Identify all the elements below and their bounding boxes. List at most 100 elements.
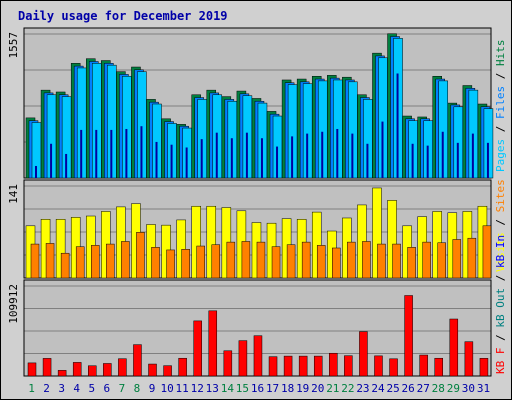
- bar-pages-inner-day-20: [321, 131, 324, 178]
- x-tick-label-day-25: 25: [386, 382, 399, 395]
- x-tick-label-day-20: 20: [311, 382, 324, 395]
- bar-visits-day-13: [206, 205, 217, 279]
- bar-kbytes-day-26: [404, 295, 413, 377]
- bar-sites-day-9: [151, 247, 160, 279]
- x-tick-label-day-26: 26: [402, 382, 415, 395]
- x-tick-label-day-21: 21: [326, 382, 339, 395]
- bar-kbytes-day-19: [298, 355, 308, 377]
- bar-sites-day-21: [332, 247, 341, 279]
- x-tick-label-day-29: 29: [447, 382, 460, 395]
- bar-pages-inner-day-1: [35, 165, 37, 178]
- bar-pages-inner-day-28: [441, 131, 444, 178]
- bar-sites-day-3: [60, 252, 70, 279]
- bar-kbytes-day-24: [374, 355, 383, 377]
- x-tick-label-day-9: 9: [149, 382, 156, 395]
- bar-pages-inner-day-7: [125, 128, 128, 178]
- x-tick-label-day-3: 3: [58, 382, 65, 395]
- x-tick-label-day-4: 4: [73, 382, 80, 395]
- bar-sites-day-2: [45, 243, 55, 279]
- bar-pages-inner-day-11: [185, 147, 188, 178]
- x-tick-label-day-19: 19: [296, 382, 309, 395]
- legend-bottom: KB F / kB Out / kB In: [494, 235, 507, 374]
- bar-sites-day-19: [301, 241, 311, 279]
- bar-kbytes-day-18: [283, 355, 293, 377]
- bar-sites-day-26: [407, 247, 416, 279]
- x-tick-label-day-24: 24: [371, 382, 385, 395]
- bar-sites-day-13: [211, 244, 221, 279]
- bar-pages-inner-day-13: [215, 132, 218, 178]
- bar-pages-inner-day-31: [486, 142, 489, 178]
- x-tick-label-day-7: 7: [119, 382, 126, 395]
- bar-visits-day-11: [176, 219, 186, 279]
- x-tick-label-day-27: 27: [417, 382, 430, 395]
- bar-pages-inner-day-23: [366, 143, 369, 178]
- bar-kbytes-day-20: [313, 355, 323, 377]
- bar-pages-inner-day-24: [381, 121, 384, 178]
- bar-kbytes-day-6: [103, 363, 112, 377]
- x-tick-label-day-31: 31: [477, 382, 490, 395]
- bar-pages-inner-day-16: [260, 138, 263, 178]
- bar-kbytes-day-13: [208, 310, 218, 377]
- chart-title: Daily usage for December 2019: [18, 9, 228, 23]
- bar-pages-inner-day-15: [245, 132, 248, 178]
- bar-kbytes-day-31: [479, 358, 489, 377]
- bar-kbytes-day-10: [163, 365, 172, 377]
- bar-sites-day-1: [30, 243, 40, 279]
- bar-kbytes-day-22: [344, 355, 353, 377]
- bar-kbytes-day-4: [72, 362, 82, 377]
- bar-sites-day-15: [241, 241, 251, 279]
- bar-visits-day-12: [191, 205, 201, 279]
- y-max-label-middle: 141: [7, 184, 20, 204]
- x-tick-label-day-22: 22: [341, 382, 354, 395]
- x-tick-label-day-14: 14: [221, 382, 235, 395]
- legend-middle: Visits / Sites: [494, 179, 507, 272]
- bar-sites-day-10: [166, 249, 175, 279]
- bar-pages-inner-day-27: [426, 145, 429, 178]
- bar-kbytes-day-15: [238, 340, 248, 377]
- x-tick-label-day-13: 13: [206, 382, 219, 395]
- x-tick-label-day-5: 5: [88, 382, 95, 395]
- x-tick-label-day-16: 16: [251, 382, 264, 395]
- x-tick-label-day-6: 6: [104, 382, 111, 395]
- bar-kbytes-day-27: [419, 354, 428, 377]
- bar-sites-day-25: [392, 243, 401, 279]
- bar-kbytes-day-14: [223, 350, 233, 377]
- bar-visits-day-24: [372, 187, 382, 279]
- bar-pages-inner-day-8: [140, 126, 143, 178]
- bar-visits-day-3: [55, 219, 66, 279]
- x-tick-label-day-1: 1: [28, 382, 35, 395]
- bar-pages-inner-day-12: [200, 139, 203, 178]
- x-tick-label-day-11: 11: [176, 382, 189, 395]
- bar-sites-day-28: [437, 242, 446, 279]
- bar-kbytes-day-5: [88, 365, 97, 377]
- bar-kbytes-day-16: [253, 335, 263, 377]
- bar-pages-inner-day-26: [411, 143, 414, 178]
- bar-pages-inner-day-3: [65, 153, 68, 178]
- bar-pages-inner-day-30: [471, 133, 474, 178]
- x-tick-label-day-2: 2: [43, 382, 50, 395]
- bar-pages-inner-day-17: [276, 146, 279, 178]
- bar-visits-day-25: [387, 200, 397, 279]
- bar-sites-day-20: [316, 245, 326, 279]
- bar-sites-day-6: [106, 243, 115, 279]
- x-tick-label-day-15: 15: [236, 382, 249, 395]
- bar-sites-day-23: [362, 241, 371, 279]
- bar-pages-inner-day-10: [170, 144, 173, 178]
- bar-kbytes-day-3: [57, 370, 67, 377]
- x-tick-label-day-28: 28: [432, 382, 445, 395]
- bar-pages-inner-day-22: [351, 133, 354, 178]
- bar-sites-day-14: [226, 241, 236, 279]
- bar-kbytes-day-30: [464, 341, 474, 377]
- x-tick-label-day-18: 18: [281, 382, 294, 395]
- bar-pages-inner-day-2: [50, 143, 53, 178]
- bar-kbytes-day-7: [118, 358, 127, 377]
- bar-kbytes-day-25: [389, 358, 398, 377]
- bar-kbytes-day-23: [359, 331, 368, 377]
- bar-pages-inner-day-18: [291, 136, 294, 178]
- legend-top: Pages / Files / Hits: [494, 40, 507, 173]
- bar-kbytes-day-1: [27, 362, 37, 377]
- bar-sites-day-29: [452, 239, 462, 279]
- x-tick-label-day-10: 10: [160, 382, 173, 395]
- y-max-label-bottom: 109912: [7, 284, 20, 324]
